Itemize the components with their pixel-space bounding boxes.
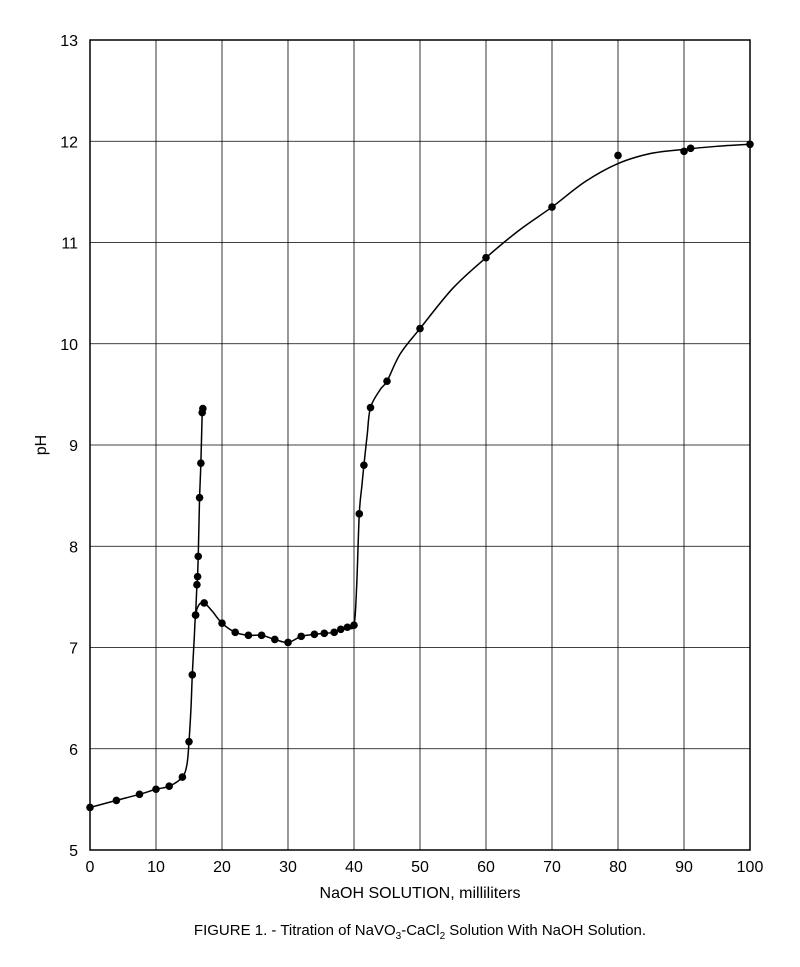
figure-caption: FIGURE 1. - Titration of NaVO3-CaCl2 Sol… (194, 922, 646, 942)
data-point (194, 573, 202, 581)
data-point (355, 510, 363, 518)
x-tick-label: 90 (675, 859, 693, 876)
data-point (330, 629, 338, 637)
data-point (360, 461, 368, 469)
data-point (86, 804, 94, 812)
data-point (165, 782, 173, 790)
y-tick-label: 10 (60, 337, 78, 354)
data-point (614, 152, 622, 160)
x-tick-label: 50 (411, 859, 429, 876)
data-point (416, 325, 424, 333)
y-tick-label: 5 (69, 843, 78, 860)
data-point (196, 494, 204, 502)
y-tick-label: 13 (60, 33, 78, 50)
titration-chart: 0 10 20 30 40 50 60 70 80 90 100 5 6 7 8 9 10 11 12 13 NaOH … (20, 20, 780, 947)
x-tick-label: 40 (345, 859, 363, 876)
y-tick-label: 11 (61, 236, 78, 253)
chart-svg: 0 10 20 30 40 50 60 70 80 90 100 5 6 7 8 9 10 11 12 13 NaOH … (20, 20, 780, 947)
data-point (197, 459, 205, 467)
data-point (136, 791, 144, 799)
data-point (284, 639, 292, 647)
y-tick-label: 7 (69, 641, 78, 658)
data-point (350, 621, 358, 629)
x-tick-label: 80 (609, 859, 627, 876)
data-point (297, 633, 305, 641)
x-axis-label: NaOH SOLUTION, milliliters (320, 885, 521, 902)
data-point (193, 581, 201, 589)
data-point (321, 630, 329, 638)
y-tick-label: 6 (69, 742, 78, 759)
data-point (548, 203, 556, 211)
data-point (687, 145, 695, 153)
x-tick-label: 20 (213, 859, 231, 876)
data-point (192, 611, 200, 619)
x-tick-label: 10 (147, 859, 165, 876)
data-point (482, 254, 490, 262)
x-tick-label: 30 (279, 859, 297, 876)
data-point (337, 625, 345, 633)
data-point (199, 405, 207, 413)
data-point (218, 619, 226, 627)
y-tick-label: 9 (69, 438, 78, 455)
data-point (152, 785, 160, 793)
data-point (311, 631, 319, 639)
data-point (258, 632, 266, 640)
x-tick-label: 100 (737, 859, 764, 876)
data-point (271, 636, 279, 644)
data-point (383, 377, 391, 385)
data-point (194, 553, 202, 561)
data-point (367, 404, 375, 412)
data-point (179, 773, 187, 781)
y-tick-label: 12 (60, 134, 78, 151)
x-tick-label: 60 (477, 859, 495, 876)
x-tick-label: 70 (543, 859, 561, 876)
data-point (680, 148, 688, 156)
data-point (113, 797, 121, 805)
data-point (344, 623, 352, 631)
data-point (746, 140, 754, 148)
y-tick-label: 8 (69, 539, 78, 556)
x-tick-label: 0 (86, 859, 95, 876)
data-point (200, 599, 208, 607)
data-point (231, 629, 239, 637)
data-point (245, 632, 253, 640)
y-axis-label: pH (33, 435, 50, 455)
data-point (189, 671, 197, 679)
data-point (185, 738, 193, 746)
